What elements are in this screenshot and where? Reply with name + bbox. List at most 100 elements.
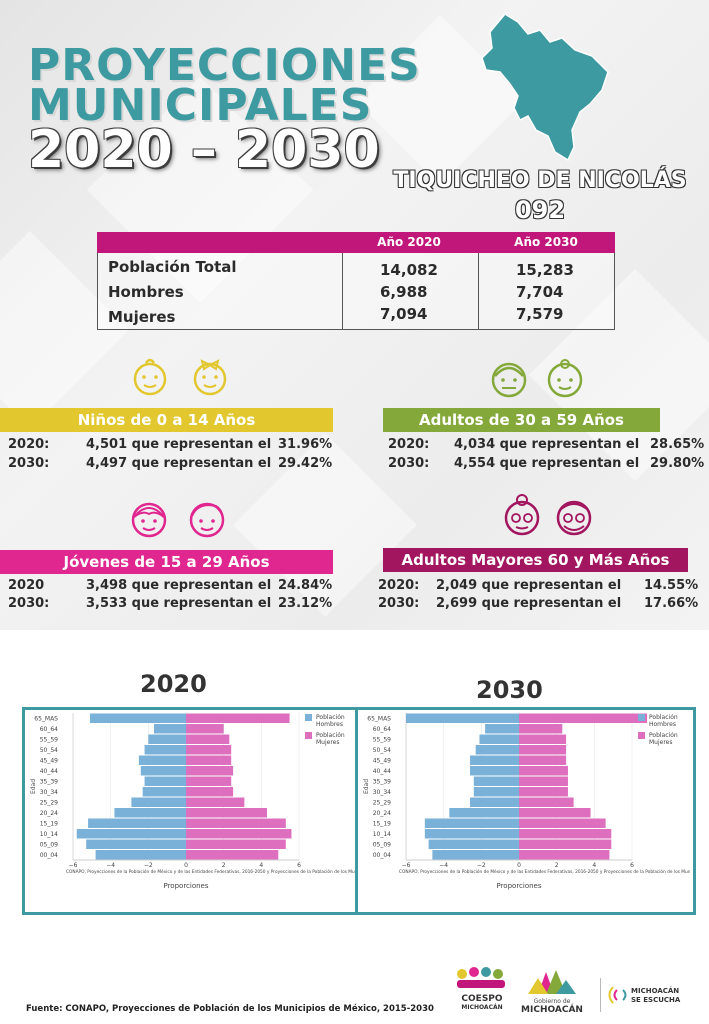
bar-mujeres-10_14 — [519, 829, 612, 839]
bar-mujeres-35_39 — [519, 776, 568, 786]
y-tick-label: 25_29 — [373, 799, 391, 806]
bar-hombres-55_59 — [148, 734, 186, 744]
baby-boy-icon — [133, 358, 167, 396]
baby-girl-icon — [193, 359, 227, 396]
pyramid-chart-2020: −6 −4 −2 0 2 4 6 00_04 05_09 10_14 15_19 20_24 25_29… — [30, 713, 355, 890]
x-tick-label: 6 — [297, 862, 301, 869]
group-youth-row1-text: 3,498 que representan el — [86, 578, 272, 593]
x-axis-label: Proporciones — [163, 882, 208, 890]
senior-man-icon — [556, 500, 592, 536]
bar-hombres-00_04 — [95, 850, 186, 860]
chart-source-note: CONAPO, Proyecciones de la Población de … — [399, 868, 690, 875]
row-label-hombres: Hombres — [108, 283, 184, 301]
chart-source-note: CONAPO, Proyecciones de la Población de … — [66, 868, 355, 875]
bar-mujeres-55_59 — [186, 734, 230, 744]
header-2030: Año 2030 — [514, 235, 578, 249]
y-tick-label: 05_09 — [40, 841, 58, 848]
bar-mujeres-20_24 — [519, 808, 591, 818]
bar-hombres-40_44 — [470, 766, 519, 776]
x-tick-label: 2 — [555, 862, 559, 869]
bar-hombres-35_39 — [144, 776, 186, 786]
municipality-map-icon — [481, 13, 609, 162]
michoacan-se-escucha-logo: MICHOACÁN SE ESCUCHA — [600, 978, 705, 1012]
legend-label: Mujeres — [316, 739, 340, 746]
group-seniors-row2-text: 2,699 que representan el — [436, 596, 622, 611]
municipality-code: 092 — [514, 196, 566, 224]
y-tick-label: 35_39 — [40, 778, 58, 785]
y-tick-label: 65_MAS — [34, 715, 58, 722]
senior-woman-icon — [504, 494, 540, 536]
y-axis-label: Edad — [363, 779, 370, 794]
group-adults-header: Adultos de 30 a 59 Años — [383, 408, 660, 432]
coespo-logo: COESPO MICHOACÁN — [454, 966, 510, 1016]
group-adults-row1-text: 4,034 que representan el — [454, 437, 640, 452]
group-adults-row2-text: 4,554 que representan el — [454, 456, 640, 471]
youth-girl-icon — [131, 502, 167, 538]
group-adults-row2-year: 2030: — [388, 456, 430, 471]
y-tick-label: 15_19 — [373, 820, 391, 827]
y-tick-label: 60_64 — [40, 726, 58, 733]
x-tick-label: 0 — [184, 862, 188, 869]
group-seniors-row1-year: 2020: — [378, 578, 420, 593]
group-seniors-header: Adultos Mayores 60 y Más Años — [383, 548, 688, 572]
bar-hombres-40_44 — [140, 766, 186, 776]
bar-hombres-15_19 — [424, 818, 519, 828]
y-tick-label: 05_09 — [373, 841, 391, 848]
y-axis-label: Edad — [30, 779, 37, 794]
group-youth-row1-year: 2020 — [8, 578, 45, 593]
legend-label: Población — [316, 714, 345, 721]
gobierno-logo-top: Gobierno de — [533, 998, 571, 1005]
gobierno-emblem-icon — [528, 970, 576, 994]
bar-hombres-05_09 — [428, 839, 519, 849]
footer-source: Fuente: CONAPO, Proyecciones de Població… — [26, 1004, 434, 1014]
bar-mujeres-55_59 — [519, 734, 567, 744]
title-line2: MUNICIPALES — [28, 80, 373, 131]
bar-hombres-20_24 — [114, 808, 186, 818]
adult-woman-icon — [547, 359, 583, 398]
x-tick-label: −6 — [69, 862, 78, 869]
x-tick-label: −6 — [402, 862, 411, 869]
table-body: Población Total 14,082 15,283 Hombres 6,… — [97, 253, 615, 330]
group-youth-row2-pct: 23.12% — [278, 596, 333, 611]
group-seniors-row2-pct: 17.66% — [644, 596, 699, 611]
legend-label: Hombres — [649, 721, 676, 728]
bar-hombres-35_39 — [473, 776, 519, 786]
group-youth-row2-year: 2030: — [8, 596, 50, 611]
municipality-name: TIQUICHEO DE NICOLÁS — [393, 168, 687, 193]
bar-mujeres-05_09 — [519, 839, 612, 849]
y-tick-label: 25_29 — [40, 799, 58, 806]
header-2020: Año 2020 — [377, 235, 441, 249]
coespo-logo-top: COESPO — [461, 994, 503, 1004]
bar-hombres-65_MAS — [89, 713, 186, 723]
row-label-mujeres: Mujeres — [108, 308, 176, 326]
legend-label: Población — [649, 732, 678, 739]
group-youth-header: Jóvenes de 15 a 29 Años — [0, 550, 333, 574]
youth-boy-icon — [189, 502, 225, 538]
y-tick-label: 30_34 — [40, 789, 58, 796]
x-tick-label: −2 — [477, 862, 486, 869]
legend-swatch — [305, 732, 312, 739]
y-tick-label: 10_14 — [40, 831, 58, 838]
y-tick-label: 20_24 — [373, 810, 391, 817]
legend-swatch — [638, 732, 645, 739]
bar-mujeres-40_44 — [519, 766, 568, 776]
bar-mujeres-65_MAS — [519, 713, 648, 723]
group-seniors-row1-pct: 14.55% — [644, 578, 699, 593]
group-children-row1-year: 2020: — [8, 437, 50, 452]
group-adults-row2-pct: 29.80% — [650, 456, 705, 471]
group-children-row2-text: 4,497 que representan el — [86, 456, 272, 471]
row-hombres-2030: 7,704 — [516, 283, 564, 301]
y-tick-label: 00_04 — [373, 852, 391, 859]
pyramid-chart-2030: −6 −4 −2 0 2 4 6 00_04 05_09 10_14 15_19 20_24 25_29… — [363, 713, 690, 890]
bar-mujeres-60_64 — [519, 724, 563, 734]
bar-mujeres-30_34 — [519, 787, 568, 797]
bar-hombres-10_14 — [424, 829, 519, 839]
legend-label: Población — [649, 714, 678, 721]
row-mujeres-2020: 7,094 — [380, 305, 428, 323]
coespo-logo-bottom: MICHOACÁN — [461, 1004, 503, 1011]
title-line1: PROYECCIONES — [28, 40, 421, 91]
bar-mujeres-15_19 — [519, 818, 606, 828]
y-tick-label: 35_39 — [373, 778, 391, 785]
y-tick-label: 50_54 — [40, 747, 58, 754]
bar-hombres-10_14 — [76, 829, 186, 839]
